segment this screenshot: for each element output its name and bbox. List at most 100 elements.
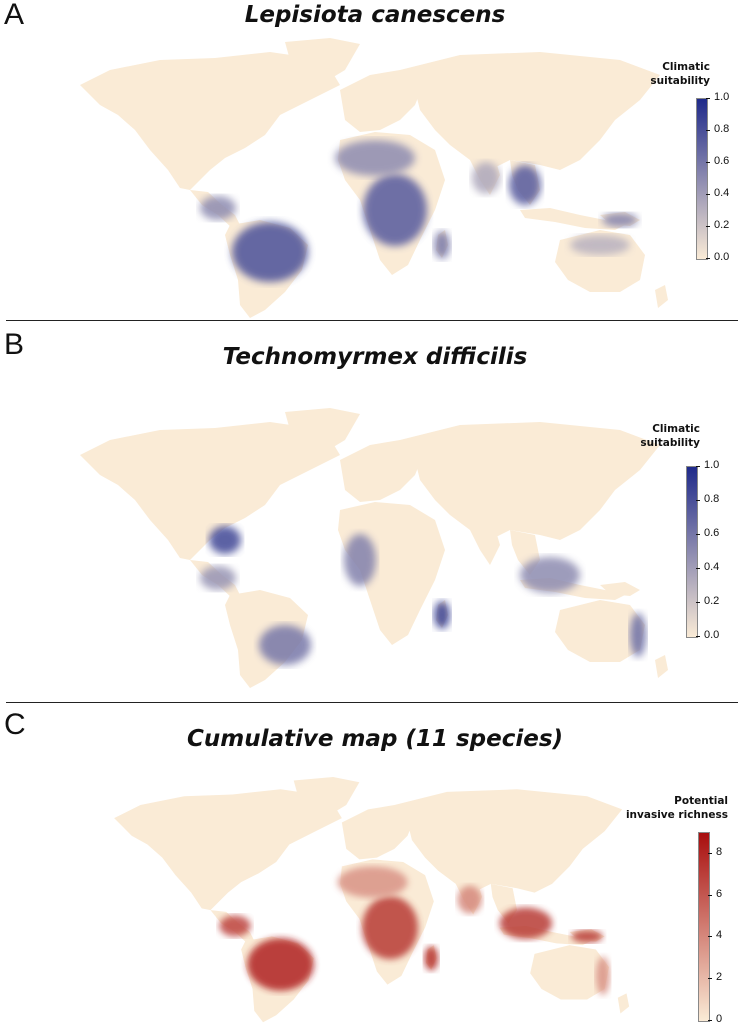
landmass-europe bbox=[340, 70, 425, 132]
legend-title-line2: suitability bbox=[640, 437, 700, 449]
colorbar-tick-mark bbox=[706, 130, 710, 131]
hotspot-amazon-brazil bbox=[232, 222, 308, 282]
hotspot-central-america bbox=[200, 566, 236, 590]
hotspot-west-africa-coast bbox=[344, 534, 376, 586]
legend-title: Climatic suitability bbox=[600, 60, 710, 88]
landmass-indonesia bbox=[520, 208, 625, 230]
panel-c: C Cumulative map (11 species) Potential … bbox=[0, 708, 750, 1025]
landmass-new-zealand bbox=[655, 655, 668, 678]
panel-b: B Technomyrmex difficilis Climatic suita… bbox=[0, 328, 750, 700]
colorbar bbox=[698, 832, 710, 1022]
colorbar-tick-label: 0.4 bbox=[704, 561, 720, 573]
colorbar-tick-label: 0.0 bbox=[714, 251, 730, 263]
hotspot-new-guinea bbox=[571, 930, 603, 943]
landmass-new-guinea bbox=[600, 582, 640, 596]
hotspot-west-africa-sahel bbox=[335, 140, 415, 176]
colorbar-tick-mark bbox=[708, 1020, 712, 1021]
landmass-greenland bbox=[293, 777, 360, 819]
hotspot-madagascar bbox=[424, 946, 439, 971]
landmass-europe bbox=[340, 440, 425, 502]
panel-letter: A bbox=[4, 0, 25, 31]
landmass-north-america bbox=[114, 789, 342, 911]
landmass-new-zealand bbox=[617, 993, 630, 1014]
landmass-asia bbox=[394, 789, 623, 893]
colorbar-tick-mark bbox=[708, 978, 712, 980]
panel-letter: C bbox=[4, 708, 26, 741]
colorbar-tick-label: 0.6 bbox=[704, 527, 720, 539]
hotspot-central-africa bbox=[363, 174, 427, 246]
colorbar-tick-mark bbox=[696, 466, 700, 467]
hotspot-india bbox=[457, 885, 482, 914]
legend-title: Potential invasive richness bbox=[620, 794, 728, 822]
colorbar-tick-mark bbox=[706, 194, 710, 195]
legend-title-line2: invasive richness bbox=[625, 809, 728, 821]
hotspot-indochina bbox=[509, 165, 541, 205]
hotspot-southeast-asia bbox=[520, 557, 580, 593]
colorbar-tick-label: 0.6 bbox=[714, 155, 730, 167]
hotspot-southeast-asia bbox=[499, 907, 553, 940]
world-map bbox=[114, 777, 630, 1023]
colorbar-tick-mark bbox=[708, 852, 712, 854]
colorbar-tick-mark bbox=[706, 258, 710, 259]
panel-a: A Lepisiota canescens Climatic suitabili… bbox=[0, 0, 750, 320]
colorbar-tick-label: 4 bbox=[716, 929, 723, 942]
hotspot-australia-north bbox=[570, 235, 630, 255]
landmass-europe bbox=[341, 805, 417, 860]
hotspot-central-america bbox=[200, 196, 236, 220]
legend-title-line1: Climatic bbox=[662, 61, 710, 73]
colorbar-tick-label: 2 bbox=[716, 971, 723, 984]
hotspot-west-africa-sahel bbox=[337, 866, 408, 898]
panel-letter: B bbox=[4, 328, 25, 361]
colorbar-tick-mark bbox=[696, 500, 700, 501]
colorbar bbox=[686, 466, 698, 638]
hotspot-southeast-brazil bbox=[259, 625, 311, 665]
colorbar-tick-label: 8 bbox=[716, 845, 723, 858]
hotspot-madagascar bbox=[434, 231, 450, 259]
hotspot-florida-caribbean bbox=[209, 526, 241, 554]
landmass-new-zealand bbox=[655, 285, 668, 308]
colorbar-tick-label: 6 bbox=[716, 887, 723, 900]
panel-divider bbox=[6, 320, 738, 321]
colorbar-tick-mark bbox=[708, 936, 712, 938]
colorbar-tick-label: 0.2 bbox=[714, 219, 730, 231]
colorbar-tick-label: 1.0 bbox=[704, 459, 720, 471]
colorbar-tick-mark bbox=[706, 226, 710, 227]
world-map bbox=[80, 38, 668, 318]
landmass-greenland bbox=[285, 38, 360, 85]
colorbar-tick-label: 0.8 bbox=[714, 123, 730, 135]
hotspot-east-australia bbox=[595, 956, 610, 996]
colorbar-tick-mark bbox=[706, 98, 710, 99]
world-map bbox=[80, 408, 668, 688]
colorbar-tick-mark bbox=[706, 162, 710, 163]
colorbar-tick-mark bbox=[696, 602, 700, 603]
hotspot-new-guinea bbox=[602, 213, 638, 227]
colorbar-tick-label: 0.8 bbox=[704, 493, 720, 505]
colorbar-tick-label: 0.0 bbox=[704, 629, 720, 641]
legend-title-line1: Climatic bbox=[652, 423, 700, 435]
panel-title: Cumulative map (11 species) bbox=[186, 726, 564, 752]
legend-title: Climatic suitability bbox=[590, 422, 700, 450]
landmass-north-america bbox=[80, 422, 340, 560]
hotspot-central-africa bbox=[362, 896, 419, 960]
hotspot-east-australia bbox=[630, 613, 646, 657]
legend-title-line1: Potential bbox=[674, 795, 728, 807]
hotspot-madagascar bbox=[434, 601, 450, 629]
hotspot-central-america bbox=[219, 915, 251, 937]
panel-divider bbox=[6, 702, 738, 703]
hotspot-amazon-brazil bbox=[247, 938, 314, 991]
panel-title: Lepisiota canescens bbox=[244, 2, 506, 28]
colorbar-tick-label: 0.4 bbox=[714, 187, 730, 199]
colorbar-tick-mark bbox=[708, 894, 712, 896]
landmass-asia bbox=[400, 422, 660, 540]
landmass-australia bbox=[530, 945, 609, 1000]
legend-title-line2: suitability bbox=[650, 75, 710, 87]
colorbar bbox=[696, 98, 708, 260]
landmass-asia bbox=[400, 52, 660, 170]
landmass-australia bbox=[555, 600, 645, 662]
panel-title: Technomyrmex difficilis bbox=[222, 344, 528, 370]
colorbar-tick-label: 1.0 bbox=[714, 91, 730, 103]
colorbar-tick-mark bbox=[696, 636, 700, 637]
colorbar-tick-mark bbox=[696, 534, 700, 535]
colorbar-tick-label: 0.2 bbox=[704, 595, 720, 607]
landmass-greenland bbox=[285, 408, 360, 455]
